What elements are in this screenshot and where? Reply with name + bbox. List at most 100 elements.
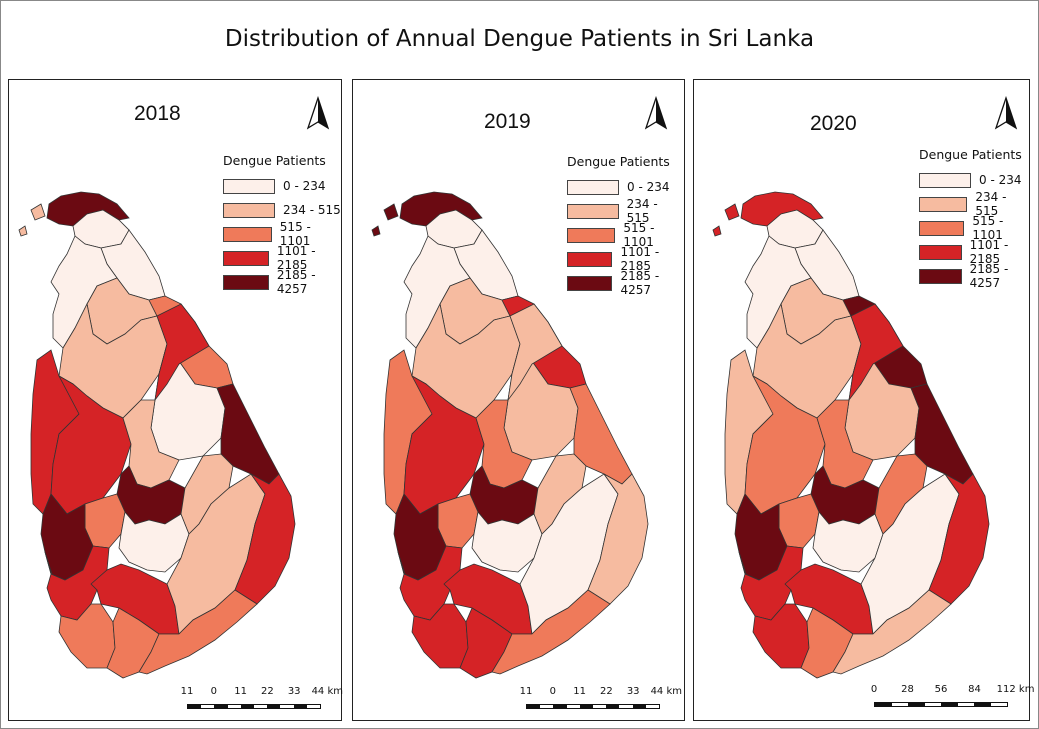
legend-swatch bbox=[919, 244, 962, 260]
district-north-central-east bbox=[848, 303, 904, 401]
district-north-central-east bbox=[507, 303, 563, 401]
legend-swatch bbox=[567, 227, 616, 243]
district-ampara bbox=[928, 473, 990, 605]
scale-bar-graphic bbox=[526, 704, 660, 709]
map-panel-2018: 2018 Dengue Patients 0 - 234 234 - 515 515 … bbox=[8, 79, 343, 721]
scale-tick-label: 33 bbox=[626, 686, 640, 697]
legend-label: 234 - 515 bbox=[283, 203, 341, 217]
district-north-central-east bbox=[154, 303, 210, 401]
district-north-islands bbox=[712, 203, 740, 237]
legend-swatch bbox=[567, 179, 619, 195]
legend-label: 234 - 515 bbox=[626, 197, 658, 225]
sri-lanka-map bbox=[712, 191, 990, 679]
legend-label: 2185 - 4257 bbox=[620, 269, 660, 297]
legend-item: 2185 - 4257 bbox=[919, 262, 1029, 290]
year-label: 2019 bbox=[484, 110, 531, 133]
scale-tick-label: 11 bbox=[519, 686, 533, 697]
legend-swatch bbox=[919, 172, 971, 188]
scale-tick-label: 112 km bbox=[996, 684, 1035, 695]
legend-title: Dengue Patients bbox=[919, 147, 1022, 162]
legend-item: 0 - 234 bbox=[567, 175, 684, 199]
legend-label: 515 - 1101 bbox=[623, 221, 655, 249]
sri-lanka-map bbox=[371, 191, 649, 679]
legend-item: 2185 - 4257 bbox=[567, 269, 684, 297]
scale-tick-label: 44 km bbox=[650, 686, 683, 697]
scale-tick-label: 0 bbox=[210, 686, 217, 697]
legend-swatch bbox=[567, 251, 613, 267]
legend-swatch bbox=[567, 275, 613, 291]
scale-bar-graphic bbox=[874, 702, 1008, 707]
district-matale bbox=[475, 399, 533, 489]
legend-swatch bbox=[919, 220, 965, 236]
map-panel-2020: 2020 Dengue Patients 0 - 234 234 - 515 515 … bbox=[693, 79, 1034, 721]
district-kegalle bbox=[437, 493, 479, 549]
legend-item: 515 - 1101 bbox=[919, 214, 1029, 242]
district-north-islands bbox=[18, 203, 46, 237]
scale-tick-label: 11 bbox=[573, 686, 586, 697]
legend-label: 1101 - 2185 bbox=[969, 238, 1009, 266]
scale-bar: 11 0 11 22 33 44 km bbox=[177, 686, 343, 709]
legend-label: 515 - 1101 bbox=[279, 220, 311, 248]
district-hambantota bbox=[491, 589, 611, 675]
district-hambantota bbox=[832, 589, 952, 675]
legend-title: Dengue Patients bbox=[567, 154, 670, 169]
legend-label: 0 - 234 bbox=[627, 180, 670, 194]
map-legend: Dengue Patients 0 - 234 234 - 515 515 - 110… bbox=[919, 147, 1029, 290]
scale-tick-label: 11 bbox=[180, 686, 194, 697]
district-matale bbox=[122, 399, 180, 489]
scale-tick-label: 0 bbox=[549, 686, 556, 697]
district-ampara bbox=[587, 473, 649, 605]
scale-tick-label: 0 bbox=[870, 684, 878, 695]
scale-tick-label: 28 bbox=[901, 684, 914, 695]
year-label: 2018 bbox=[134, 102, 181, 125]
sri-lanka-map bbox=[18, 191, 296, 679]
legend-swatch bbox=[919, 196, 968, 212]
scale-tick-label: 44 km bbox=[311, 686, 344, 697]
district-matale bbox=[816, 399, 874, 489]
scale-tick-label: 33 bbox=[287, 686, 301, 697]
legend-swatch bbox=[919, 268, 962, 284]
legend-item: 0 - 234 bbox=[223, 174, 341, 198]
legend-label: 1101 - 2185 bbox=[620, 245, 660, 273]
legend-swatch bbox=[223, 250, 269, 266]
year-label: 2020 bbox=[810, 112, 857, 135]
scale-tick-label: 56 bbox=[934, 684, 948, 695]
legend-item: 1101 - 2185 bbox=[223, 244, 341, 272]
scale-tick-label: 22 bbox=[261, 686, 274, 697]
legend-swatch bbox=[223, 274, 269, 290]
legend-label: 1101 - 2185 bbox=[276, 244, 316, 272]
legend-item: 234 - 515 bbox=[919, 190, 1029, 218]
district-kegalle bbox=[84, 493, 126, 549]
north-arrow-icon bbox=[994, 96, 1018, 130]
legend-item: 0 - 234 bbox=[919, 168, 1029, 192]
legend-label: 0 - 234 bbox=[979, 173, 1022, 187]
legend-title: Dengue Patients bbox=[223, 153, 326, 168]
map-panel-2019: 2019 Dengue Patients 0 - 234 234 - 515 515 … bbox=[352, 79, 685, 721]
figure-title: Distribution of Annual Dengue Patients i… bbox=[224, 26, 815, 52]
scale-bar: 0 28 56 84 112 km bbox=[864, 684, 1034, 707]
legend-label: 2185 - 4257 bbox=[969, 262, 1009, 290]
scale-tick-label: 22 bbox=[600, 686, 613, 697]
north-arrow-icon bbox=[644, 96, 668, 130]
legend-item: 1101 - 2185 bbox=[919, 238, 1029, 266]
scale-bar: 11 0 11 22 33 44 km bbox=[516, 686, 682, 709]
scale-tick-label: 84 bbox=[968, 684, 981, 695]
legend-item: 234 - 515 bbox=[223, 198, 341, 222]
legend-label: 0 - 234 bbox=[283, 179, 326, 193]
scale-tick-label: 11 bbox=[234, 686, 247, 697]
legend-item: 234 - 515 bbox=[567, 197, 684, 225]
north-arrow-icon bbox=[306, 96, 330, 130]
district-hambantota bbox=[138, 589, 258, 675]
legend-swatch bbox=[223, 226, 272, 242]
district-ampara bbox=[234, 473, 296, 605]
scale-bar-graphic bbox=[187, 704, 321, 709]
legend-item: 2185 - 4257 bbox=[223, 268, 341, 296]
legend-label: 2185 - 4257 bbox=[276, 268, 316, 296]
legend-item: 515 - 1101 bbox=[223, 220, 341, 248]
legend-item: 515 - 1101 bbox=[567, 221, 684, 249]
legend-label: 234 - 515 bbox=[975, 190, 1007, 218]
map-legend: Dengue Patients 0 - 234 234 - 515 515 - 110… bbox=[223, 153, 341, 296]
legend-label: 515 - 1101 bbox=[972, 214, 1004, 242]
legend-item: 1101 - 2185 bbox=[567, 245, 684, 273]
map-legend: Dengue Patients 0 - 234 234 - 515 515 - 110… bbox=[567, 154, 684, 297]
